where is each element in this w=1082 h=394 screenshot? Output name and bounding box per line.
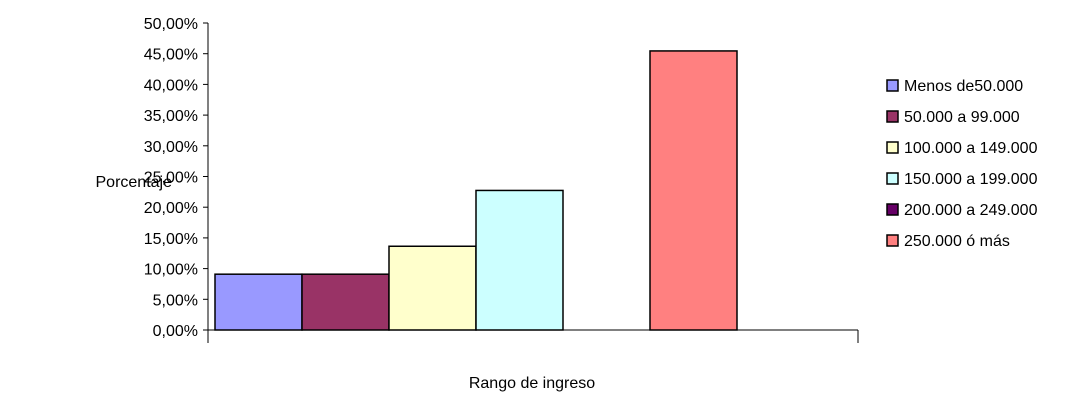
legend-label: 150.000 a 199.000 [904, 171, 1038, 188]
bars [214, 50, 738, 331]
legend-swatch [886, 234, 899, 247]
bar [475, 189, 564, 331]
y-tick-label: 0,00% [153, 323, 198, 340]
y-axis-title: Porcentaje [96, 174, 173, 191]
legend-swatch [886, 110, 899, 123]
y-tick-label: 10,00% [144, 262, 198, 279]
y-tick-label: 25,00% [144, 170, 198, 187]
x-axis-title: Rango de ingreso [469, 375, 595, 392]
y-tick-label: 40,00% [144, 77, 198, 94]
y-tick-label: 30,00% [144, 139, 198, 156]
legend-label: 50.000 a 99.000 [904, 109, 1020, 126]
legend: Menos de50.000 50.000 a 99.000 100.000 a 1… [886, 78, 1038, 250]
y-tick-label: 35,00% [144, 108, 198, 125]
bar [649, 50, 738, 331]
y-tick-label: 50,00% [144, 16, 198, 33]
legend-swatch [886, 79, 899, 92]
legend-label: 250.000 ó más [904, 233, 1010, 250]
y-tick-label: 20,00% [144, 200, 198, 217]
legend-label: Menos de50.000 [904, 78, 1023, 95]
legend-label: 200.000 a 249.000 [904, 202, 1038, 219]
legend-swatch [886, 203, 899, 216]
legend-label: 100.000 a 149.000 [904, 140, 1038, 157]
bar [301, 273, 390, 331]
legend-swatch [886, 141, 899, 154]
y-axis-ticks: 0,00% 5,00% 10,00% 15,00% 20,00% 25,00% 30,00%… [144, 16, 208, 340]
bar [388, 245, 477, 331]
legend-swatch [886, 172, 899, 185]
bar [214, 273, 303, 331]
y-tick-label: 45,00% [144, 47, 198, 64]
y-tick-label: 15,00% [144, 231, 198, 248]
y-tick-label: 5,00% [153, 292, 198, 309]
